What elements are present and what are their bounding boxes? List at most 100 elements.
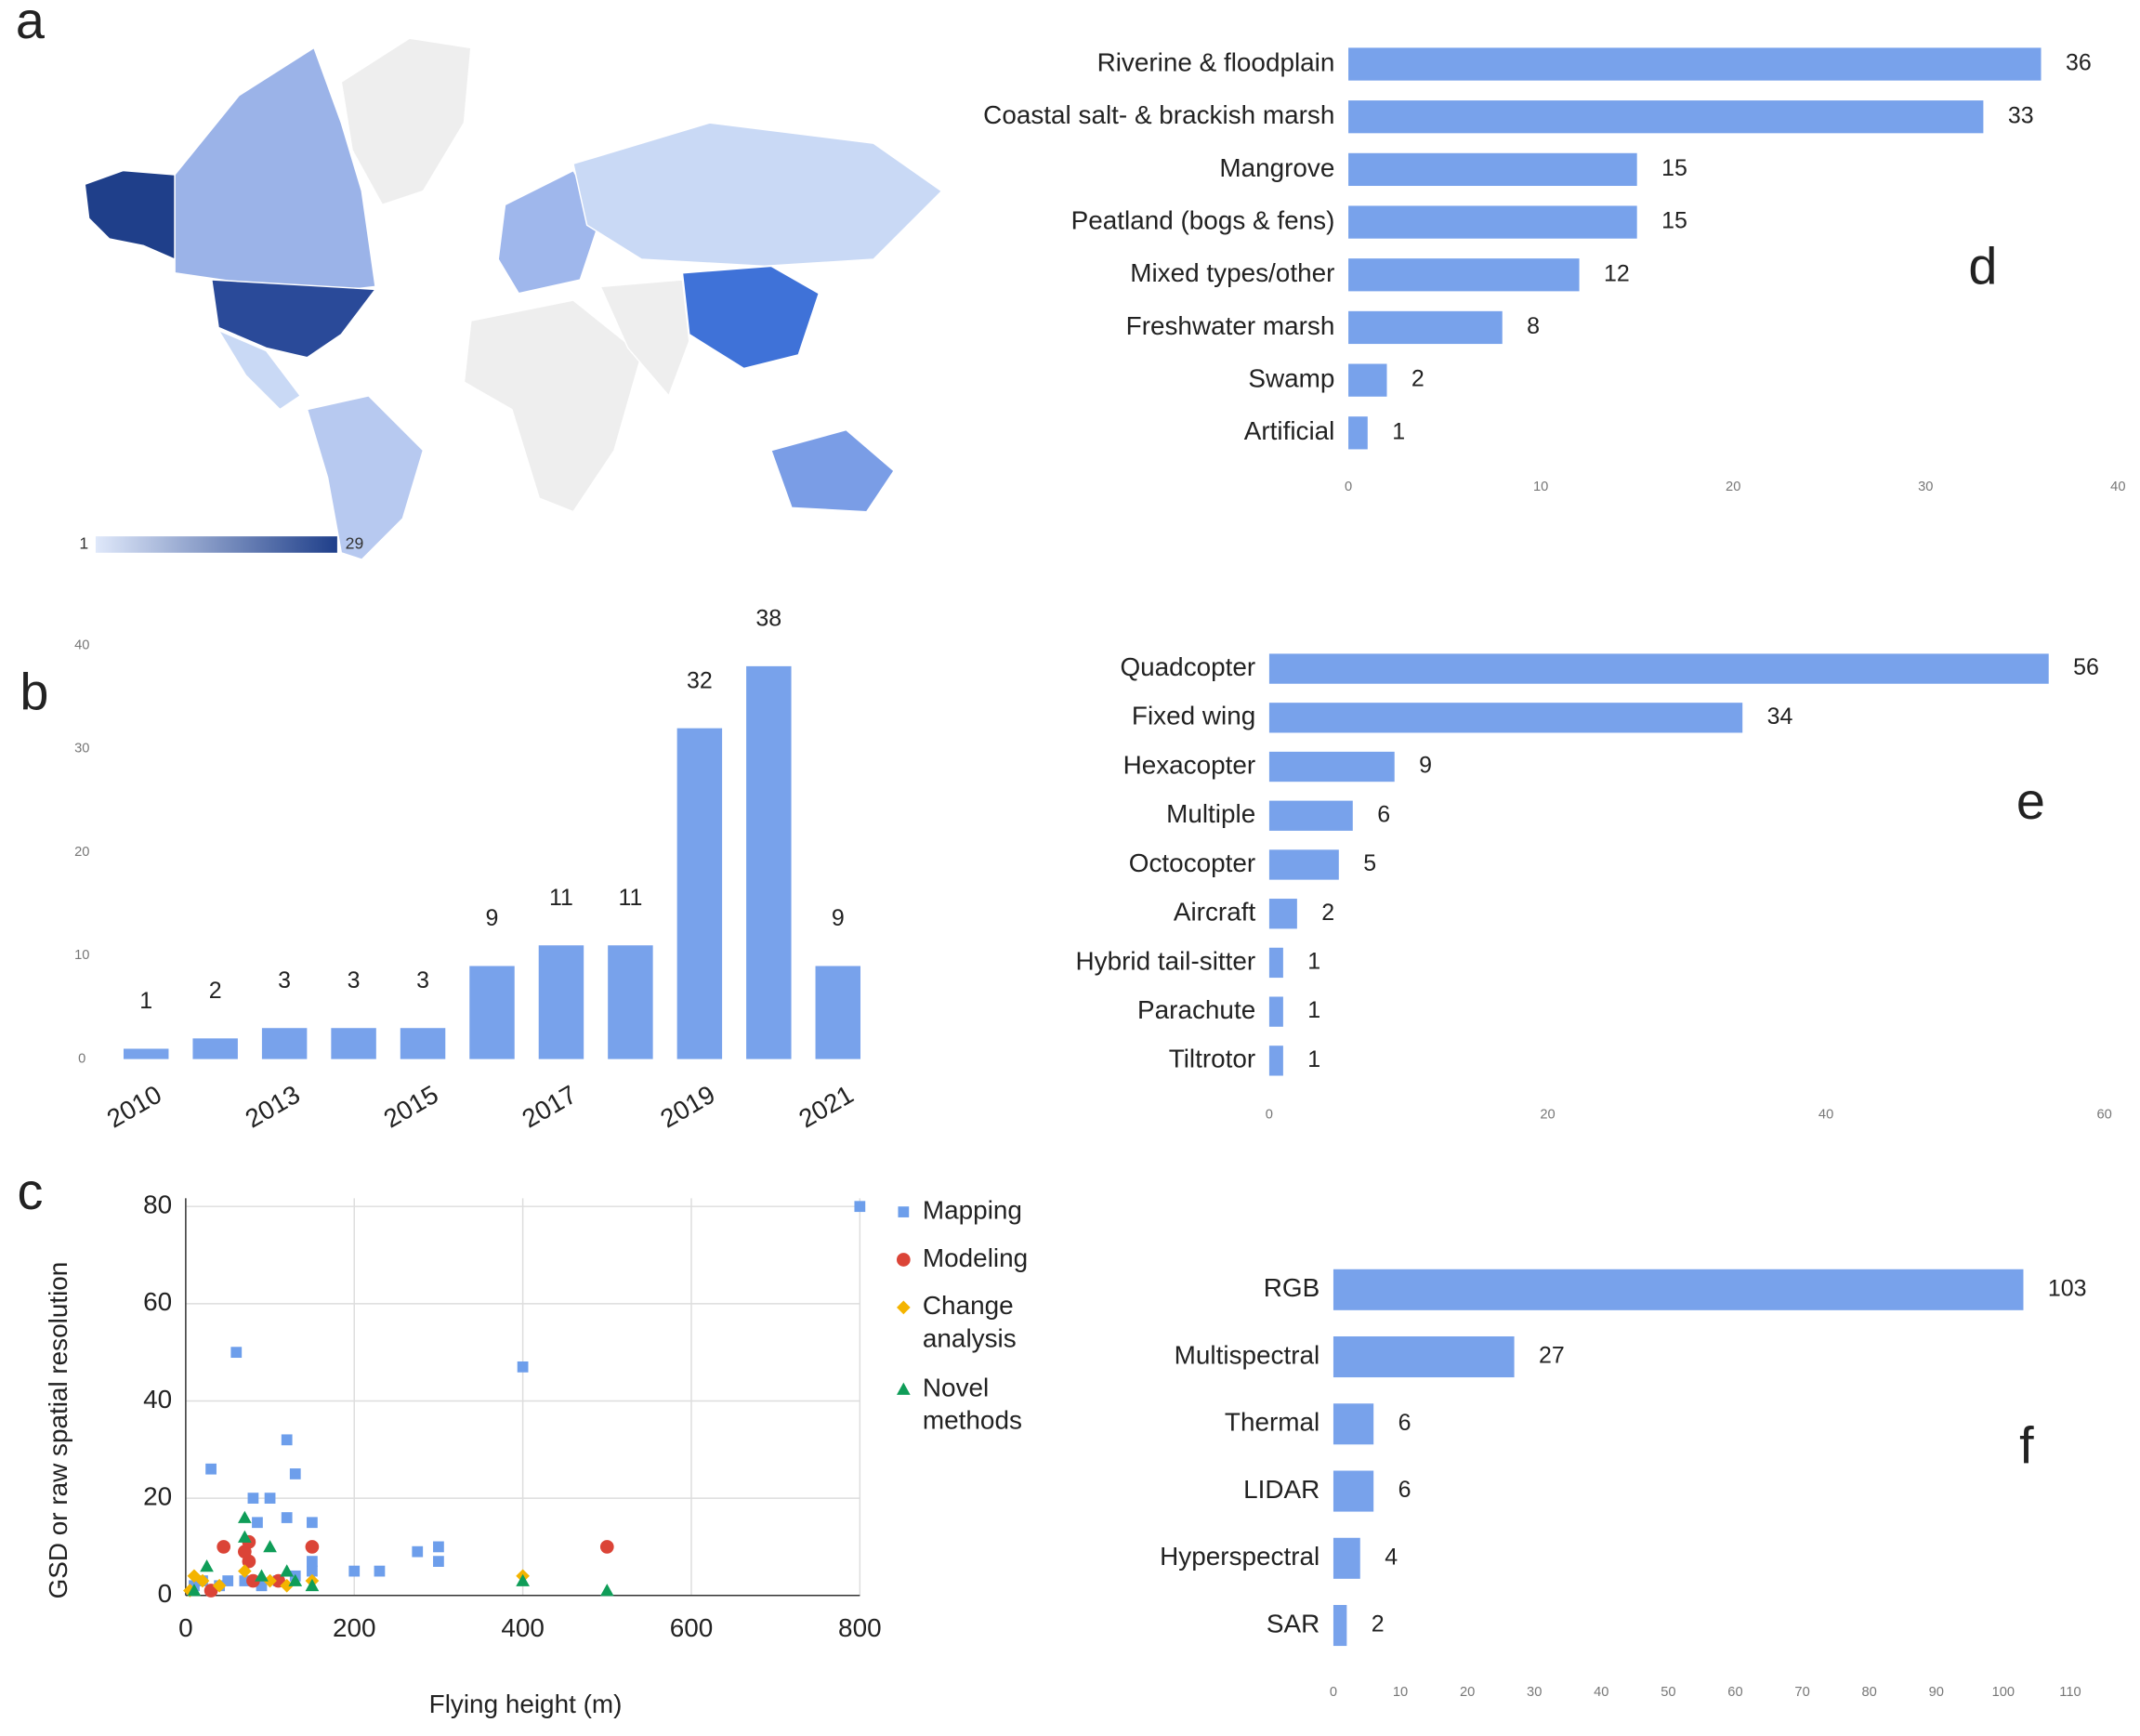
- russia-asia: [572, 122, 943, 268]
- point: [238, 1530, 252, 1543]
- value-label: 1: [1307, 997, 1320, 1023]
- bar: [815, 966, 861, 1059]
- y-tick-label: 20: [143, 1481, 172, 1510]
- category-label: Mixed types/other: [1130, 258, 1334, 287]
- x-tick-label: 2021: [794, 1080, 858, 1134]
- point: [247, 1493, 259, 1504]
- point: [433, 1541, 444, 1553]
- legend-marker: [896, 1300, 911, 1315]
- x-tick-label: 10: [1533, 480, 1548, 494]
- category-label: Riverine & floodplain: [1097, 47, 1335, 76]
- point: [195, 1573, 210, 1588]
- colorbar-min: 1: [79, 534, 88, 553]
- category-label: Octocopter: [1129, 848, 1255, 877]
- value-label: 2: [1372, 1611, 1385, 1637]
- bar: [538, 945, 584, 1059]
- legend-marker: [898, 1206, 910, 1217]
- bar: [123, 1048, 169, 1059]
- bar: [1268, 849, 1339, 880]
- legend-label: Mapping: [922, 1196, 1022, 1226]
- greenland: [340, 37, 472, 206]
- point: [516, 1573, 530, 1586]
- panel-letter: f: [2019, 1415, 2034, 1474]
- bar: [1348, 205, 1637, 239]
- x-tick-label: 200: [333, 1613, 376, 1642]
- y-tick-label: 60: [143, 1287, 172, 1316]
- legend-marker: [896, 1382, 911, 1395]
- value-label: 3: [348, 967, 361, 993]
- bar: [192, 1038, 238, 1059]
- x-tick-label: 50: [1661, 1685, 1675, 1700]
- point: [854, 1201, 866, 1213]
- point: [280, 1578, 295, 1593]
- point: [280, 1564, 295, 1577]
- value-label: 11: [618, 885, 642, 911]
- point: [307, 1556, 318, 1567]
- value-label: 3: [416, 967, 429, 993]
- south-america: [306, 395, 425, 560]
- value-label: 15: [1661, 155, 1687, 181]
- value-label: 1: [139, 988, 152, 1014]
- bar: [1348, 47, 2042, 81]
- bar: [1268, 947, 1283, 979]
- legend-marker: [896, 1253, 911, 1267]
- category-label: Fixed wing: [1132, 702, 1255, 730]
- point: [599, 1540, 614, 1554]
- category-label: Tiltrotor: [1169, 1045, 1256, 1073]
- x-tick-label: 40: [1594, 1685, 1608, 1700]
- category-label: Multiple: [1166, 799, 1255, 828]
- x-tick-label: 80: [1862, 1685, 1877, 1700]
- bar: [331, 1028, 376, 1059]
- panel-letter: c: [18, 1162, 44, 1220]
- value-label: 8: [1527, 313, 1540, 339]
- point: [433, 1556, 444, 1567]
- x-tick-label: 600: [670, 1613, 714, 1642]
- x-tick-label: 0: [178, 1613, 193, 1642]
- point: [264, 1493, 276, 1504]
- bar: [1333, 1336, 1515, 1378]
- value-label: 4: [1385, 1544, 1398, 1570]
- point: [517, 1361, 529, 1373]
- point: [305, 1578, 320, 1592]
- point: [288, 1573, 303, 1586]
- category-label: Parachute: [1137, 995, 1255, 1024]
- x-tick-label: 2013: [241, 1080, 305, 1134]
- point: [307, 1565, 318, 1577]
- x-tick-label: 2017: [518, 1080, 582, 1134]
- category-label: Coastal salt- & brackish marsh: [983, 100, 1334, 129]
- x-tick-label: 110: [2059, 1685, 2081, 1700]
- x-tick-label: 40: [2110, 480, 2125, 494]
- legend-label: Change analysis: [922, 1292, 1017, 1354]
- point: [242, 1554, 256, 1569]
- point: [230, 1347, 243, 1359]
- bar: [261, 1028, 308, 1059]
- point: [238, 1564, 252, 1578]
- europe: [497, 169, 602, 295]
- bar: [1348, 100, 1984, 134]
- bar: [1348, 310, 1503, 345]
- bar: [746, 665, 792, 1059]
- point: [255, 1569, 269, 1582]
- bar: [1268, 703, 1743, 733]
- point: [599, 1584, 614, 1597]
- value-label: 103: [2048, 1275, 2087, 1301]
- x-axis-label: Flying height (m): [429, 1690, 623, 1718]
- point: [412, 1545, 424, 1558]
- value-label: 2: [1411, 366, 1424, 392]
- legend-entry: Modeling: [923, 1244, 1028, 1273]
- point: [200, 1559, 214, 1572]
- y-tick-label: 0: [78, 1051, 85, 1066]
- point: [281, 1434, 293, 1446]
- category-label: Mangrove: [1219, 153, 1334, 182]
- y-tick-label: 40: [143, 1385, 172, 1414]
- bar: [1333, 1605, 1347, 1647]
- legend-entry: Change analysis: [922, 1292, 1017, 1354]
- value-label: 3: [278, 967, 291, 993]
- x-tick-label: 10: [1393, 1685, 1408, 1700]
- value-label: 2: [209, 978, 222, 1004]
- panel-letter: e: [2016, 771, 2045, 830]
- point: [246, 1573, 260, 1588]
- bar: [1333, 1403, 1374, 1445]
- value-label: 6: [1398, 1477, 1411, 1503]
- category-label: Hyperspectral: [1160, 1542, 1319, 1571]
